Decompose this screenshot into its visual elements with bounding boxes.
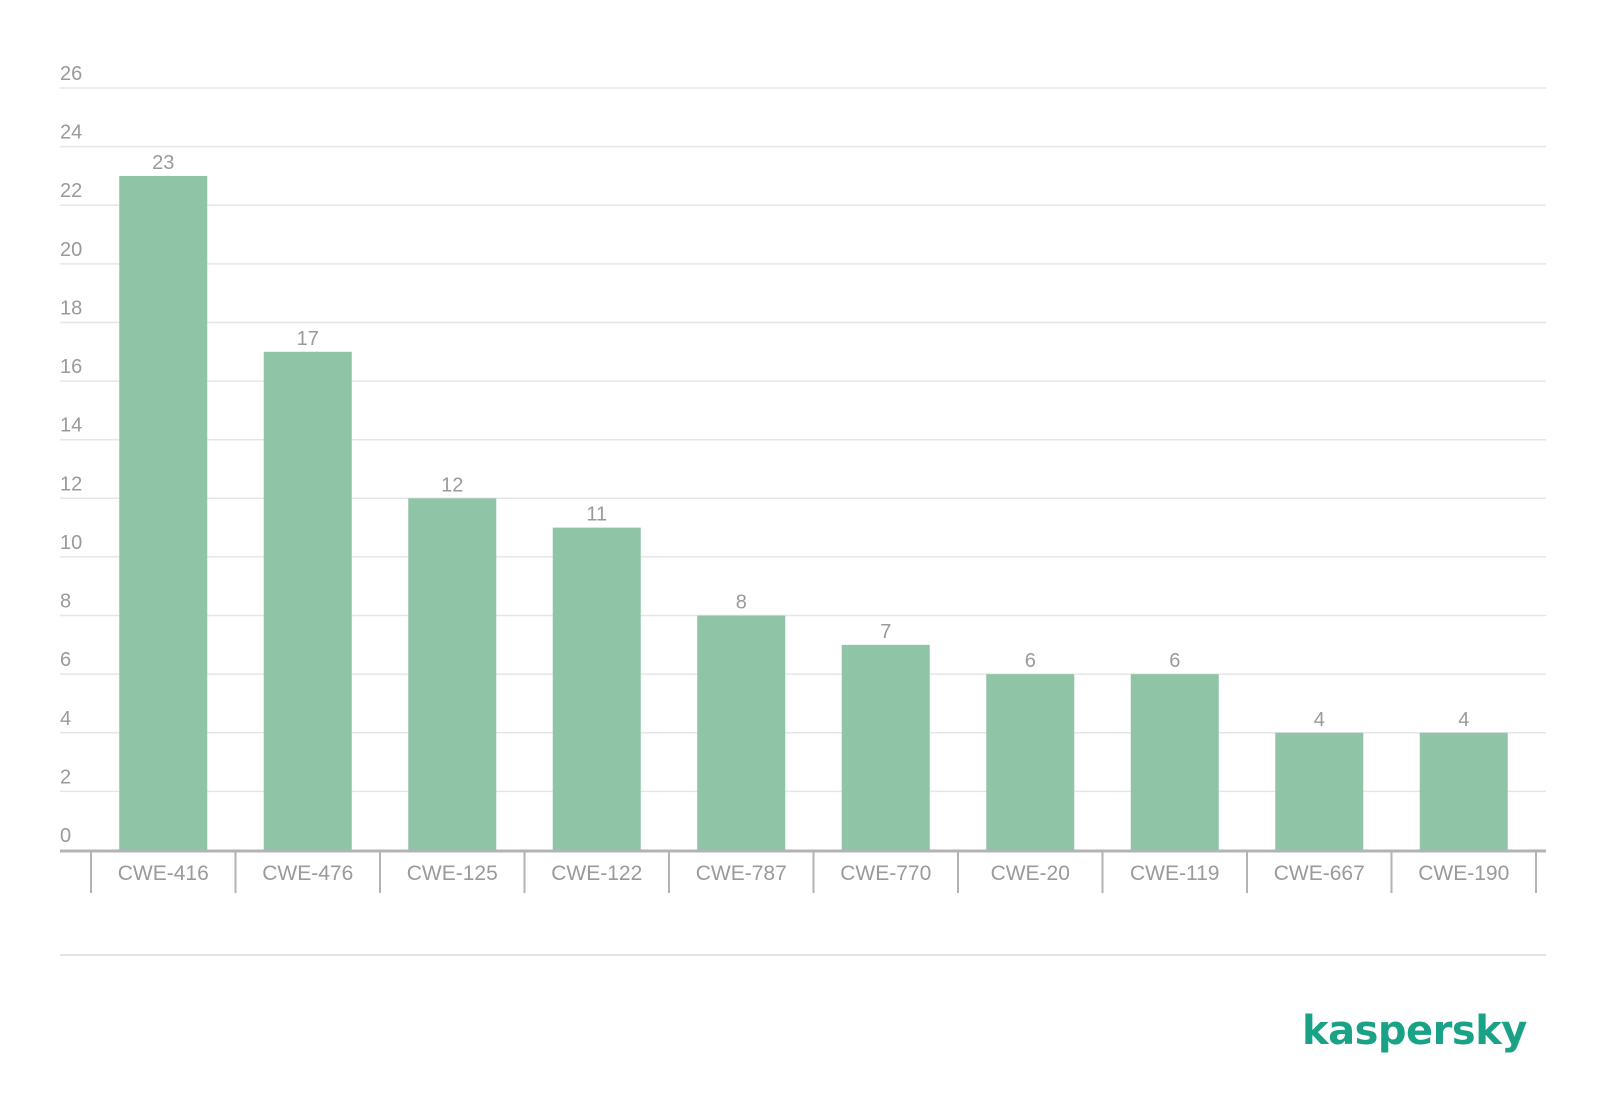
bar bbox=[263, 351, 352, 850]
bar bbox=[1419, 732, 1508, 850]
data-label: 4 bbox=[1314, 709, 1325, 731]
y-tick-label: 0 bbox=[60, 825, 71, 847]
bar bbox=[408, 498, 497, 850]
data-label: 11 bbox=[586, 504, 607, 526]
x-tick-label: CWE-20 bbox=[991, 862, 1070, 885]
bar bbox=[552, 527, 641, 850]
x-tick-label: CWE-125 bbox=[407, 862, 498, 885]
y-tick-label: 20 bbox=[60, 239, 82, 261]
bar bbox=[697, 615, 786, 850]
y-tick-label: 26 bbox=[60, 63, 82, 85]
bar bbox=[119, 175, 208, 850]
x-tick-label: CWE-476 bbox=[262, 862, 353, 885]
data-label: 6 bbox=[1025, 650, 1036, 672]
data-label: 6 bbox=[1169, 650, 1180, 672]
x-tick-label: CWE-122 bbox=[551, 862, 642, 885]
kaspersky-logo: kaspersky bbox=[1302, 1008, 1527, 1054]
bar bbox=[986, 674, 1075, 850]
data-label: 8 bbox=[736, 592, 747, 614]
x-tick-label: CWE-770 bbox=[840, 862, 931, 885]
data-label: 12 bbox=[441, 474, 463, 496]
y-tick-label: 12 bbox=[60, 473, 82, 495]
y-tick-label: 22 bbox=[60, 180, 82, 202]
x-tick-label: CWE-416 bbox=[118, 862, 209, 885]
y-tick-label: 18 bbox=[60, 297, 82, 319]
y-tick-label: 2 bbox=[60, 766, 71, 788]
x-tick-label: CWE-119 bbox=[1130, 862, 1219, 885]
y-tick-label: 6 bbox=[60, 649, 71, 671]
bar bbox=[841, 644, 930, 850]
bar bbox=[1130, 674, 1219, 850]
data-label: 23 bbox=[152, 152, 174, 174]
y-tick-label: 4 bbox=[60, 708, 71, 730]
data-label: 17 bbox=[297, 328, 319, 350]
footer-divider bbox=[60, 954, 1546, 956]
data-label: 4 bbox=[1458, 709, 1469, 731]
y-tick-label: 10 bbox=[60, 532, 82, 554]
bar bbox=[1275, 732, 1364, 850]
data-label: 7 bbox=[880, 621, 891, 643]
y-tick-label: 16 bbox=[60, 356, 82, 378]
y-tick-label: 14 bbox=[60, 415, 82, 437]
x-tick-label: CWE-190 bbox=[1418, 862, 1509, 885]
x-tick-label: CWE-667 bbox=[1274, 862, 1365, 885]
y-tick-label: 24 bbox=[60, 122, 82, 144]
x-tick-label: CWE-787 bbox=[696, 862, 787, 885]
y-tick-label: 8 bbox=[60, 591, 71, 613]
